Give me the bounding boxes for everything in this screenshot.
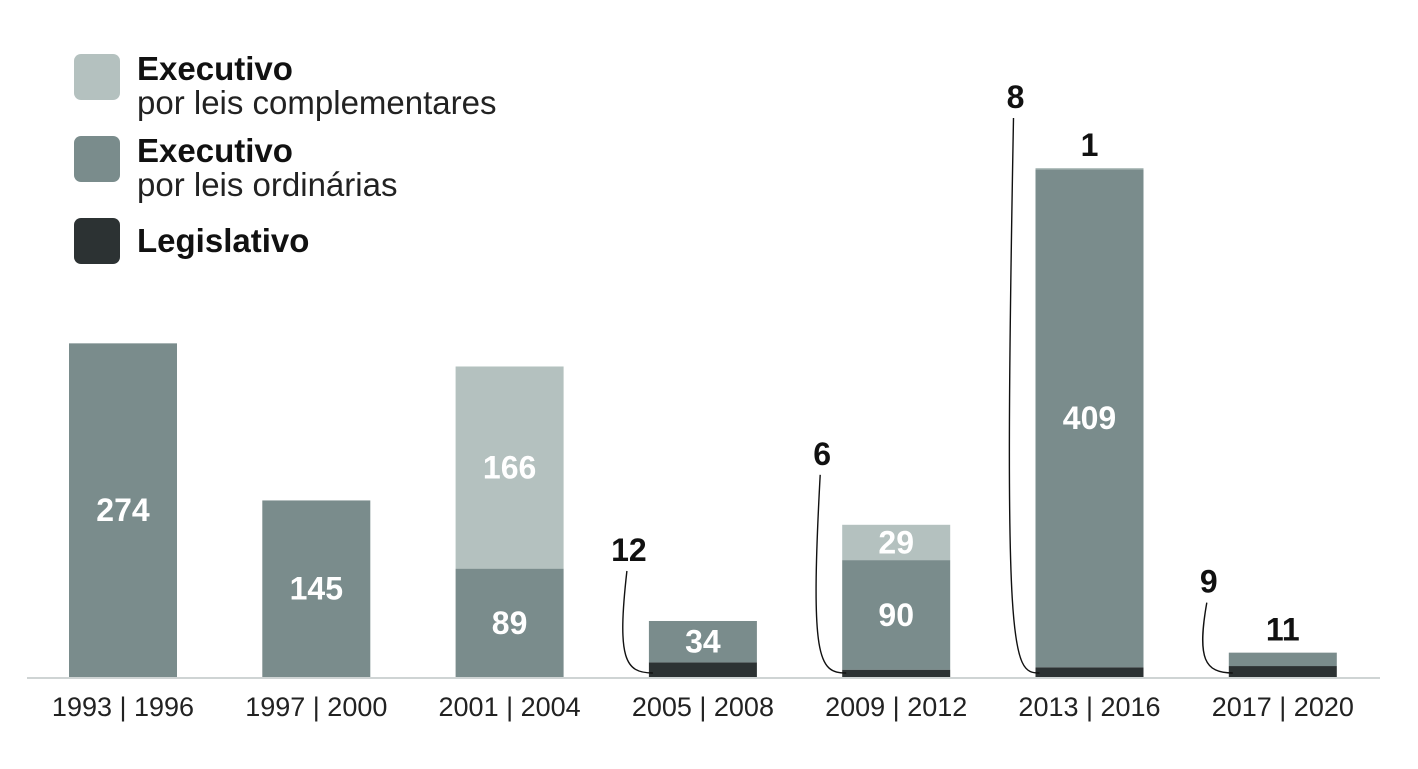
data-label-legislativo-3: 12 (611, 532, 647, 568)
data-label-ordinarias-6: 11 (1266, 612, 1300, 648)
x-tick-label-2: 2001 | 2004 (439, 692, 581, 722)
data-label-legislativo-6: 9 (1200, 564, 1218, 600)
data-label-complementares-5: 1 (1081, 127, 1099, 163)
bar-complementares-2 (455, 366, 564, 569)
legend-subtitle-complementares: por leis complementares (137, 84, 497, 121)
leader-line-legislativo-6 (1201, 602, 1233, 674)
legend-subtitle-ordinarias: por leis ordinárias (137, 166, 398, 203)
bar-ordinarias-0 (69, 343, 177, 677)
data-label-ordinarias-2: 89 (492, 605, 528, 641)
bar-ordinarias-1 (262, 500, 371, 677)
bar-ordinarias-5 (1035, 169, 1144, 668)
data-label-legislativo-4: 6 (813, 436, 831, 472)
legend-title-legislativo: Legislativo (137, 222, 310, 259)
leader-line-legislativo-4 (815, 474, 847, 674)
bar-legislativo-5 (1035, 667, 1144, 677)
data-label-complementares-2: 166 (483, 450, 536, 486)
x-tick-label-0: 1993 | 1996 (52, 692, 194, 722)
data-label-legislativo-5: 8 (1007, 79, 1025, 115)
bar-complementares-5 (1035, 168, 1144, 170)
bar-legislativo-4 (842, 669, 951, 677)
data-label-ordinarias-0: 274 (96, 492, 150, 528)
bar-legislativo-6 (1228, 666, 1337, 677)
legend-swatch-legislativo (74, 218, 120, 264)
legend-title-ordinarias: Executivo (137, 132, 293, 169)
bar-complementares-4 (842, 524, 951, 561)
bar-ordinarias-3 (648, 620, 757, 663)
bar-legislativo-3 (648, 662, 757, 677)
data-label-ordinarias-4: 90 (878, 597, 914, 633)
data-label-ordinarias-5: 409 (1063, 400, 1116, 436)
bar-ordinarias-2 (455, 568, 564, 677)
data-label-ordinarias-1: 145 (290, 571, 343, 607)
x-tick-label-5: 2013 | 2016 (1018, 692, 1160, 722)
leader-line-legislativo-5 (1008, 117, 1040, 674)
x-tick-label-4: 2009 | 2012 (825, 692, 967, 722)
legend-swatch-ordinarias (74, 136, 120, 182)
bar-ordinarias-4 (842, 560, 951, 670)
x-tick-label-3: 2005 | 2008 (632, 692, 774, 722)
legend-title-complementares: Executivo (137, 50, 293, 87)
data-label-ordinarias-3: 34 (685, 624, 721, 660)
x-tick-label-6: 2017 | 2020 (1212, 692, 1354, 722)
leader-line-legislativo-3 (622, 570, 653, 674)
data-label-complementares-4: 29 (878, 524, 914, 560)
bar-ordinarias-6 (1228, 652, 1337, 667)
legend-swatch-complementares (74, 54, 120, 100)
x-tick-label-1: 1997 | 2000 (245, 692, 387, 722)
